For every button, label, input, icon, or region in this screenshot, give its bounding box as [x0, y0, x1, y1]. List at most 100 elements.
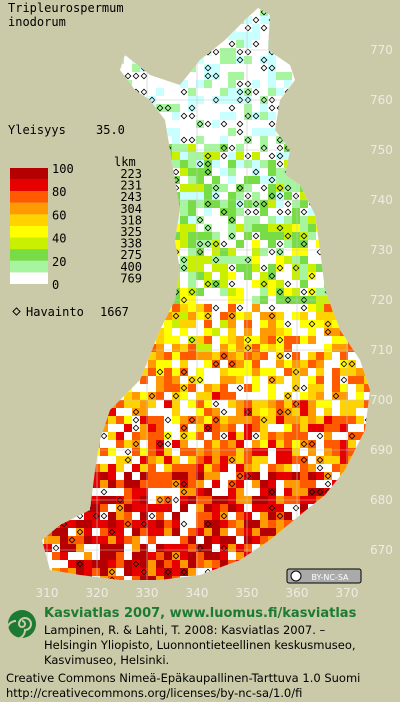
observation-count: 1667 [100, 305, 129, 319]
cell [68, 360, 76, 368]
cell [60, 272, 68, 280]
cell [140, 576, 148, 580]
cell [268, 8, 276, 16]
cell [148, 464, 156, 472]
cell [332, 168, 340, 176]
observation-marker [84, 232, 92, 240]
cell [76, 200, 84, 208]
observation-marker [260, 184, 268, 192]
cell [244, 520, 252, 528]
cell [260, 176, 268, 184]
cell [364, 584, 372, 592]
cell [124, 504, 132, 512]
cell [196, 232, 204, 240]
cell [212, 152, 220, 160]
observation-marker [244, 256, 252, 264]
observation-marker [220, 408, 228, 416]
cell [116, 336, 124, 344]
cell [212, 160, 220, 168]
cell [284, 440, 292, 448]
cell [42, 392, 44, 400]
cell [148, 456, 156, 464]
cell [316, 536, 324, 544]
cell [356, 376, 364, 384]
cell [124, 128, 132, 136]
cell [324, 344, 332, 352]
observation-marker [92, 24, 100, 32]
observation-marker [285, 1, 291, 7]
cell [260, 200, 268, 208]
cell [340, 352, 348, 360]
cell [268, 112, 276, 120]
observation-marker [277, 585, 283, 591]
observation-marker [292, 504, 300, 512]
cell [364, 176, 370, 184]
cell [156, 504, 164, 512]
observation-marker [180, 520, 188, 528]
cell [92, 32, 100, 40]
cell [188, 400, 196, 408]
cell [156, 120, 164, 128]
cell [188, 240, 196, 248]
cell [332, 520, 340, 528]
cell [372, 384, 380, 392]
observation-marker [132, 104, 140, 112]
observation-marker [364, 16, 370, 24]
cell [356, 240, 364, 248]
cell [116, 320, 124, 328]
cell [68, 24, 76, 32]
cell [252, 112, 260, 120]
cell [356, 472, 364, 480]
observation-marker [316, 488, 324, 496]
cell [100, 208, 108, 216]
cell [132, 488, 140, 496]
easting-label: 330 [136, 586, 159, 600]
cell [220, 136, 228, 144]
cell [196, 176, 204, 184]
observation-marker [252, 40, 260, 48]
cell [308, 216, 316, 224]
cell [372, 280, 380, 288]
cell [276, 472, 284, 480]
cell [68, 288, 76, 296]
cell [76, 272, 84, 280]
cell [156, 232, 164, 240]
observation-marker [244, 24, 252, 32]
cell [172, 192, 180, 200]
cell [244, 552, 252, 560]
observation-marker [196, 216, 204, 224]
cell [156, 64, 164, 72]
cell [268, 552, 276, 560]
observation-marker [373, 569, 379, 575]
cell [132, 56, 140, 64]
cell [196, 248, 204, 256]
cell [204, 360, 212, 368]
cell [68, 440, 76, 448]
cell [188, 464, 196, 472]
observation-marker [52, 384, 60, 392]
cell [284, 480, 292, 488]
cell [164, 256, 172, 264]
cell [236, 256, 244, 264]
observation-marker [373, 1, 379, 7]
cell [340, 560, 348, 568]
observation-marker [212, 400, 220, 408]
cell [228, 256, 236, 264]
cell [244, 560, 252, 568]
cell [244, 400, 252, 408]
cell [44, 144, 52, 152]
cell [300, 232, 308, 240]
cell [236, 456, 244, 464]
legend-swatch [10, 260, 48, 273]
cell [300, 440, 308, 448]
observation-marker [300, 440, 308, 448]
cell [316, 400, 324, 408]
cell [76, 296, 84, 304]
license-badge: BY-NC-SA [286, 568, 362, 584]
cell [332, 368, 340, 376]
observation-marker [180, 568, 188, 576]
cell [204, 560, 212, 568]
cell [332, 496, 340, 504]
cell [316, 552, 324, 560]
cell [100, 528, 108, 536]
